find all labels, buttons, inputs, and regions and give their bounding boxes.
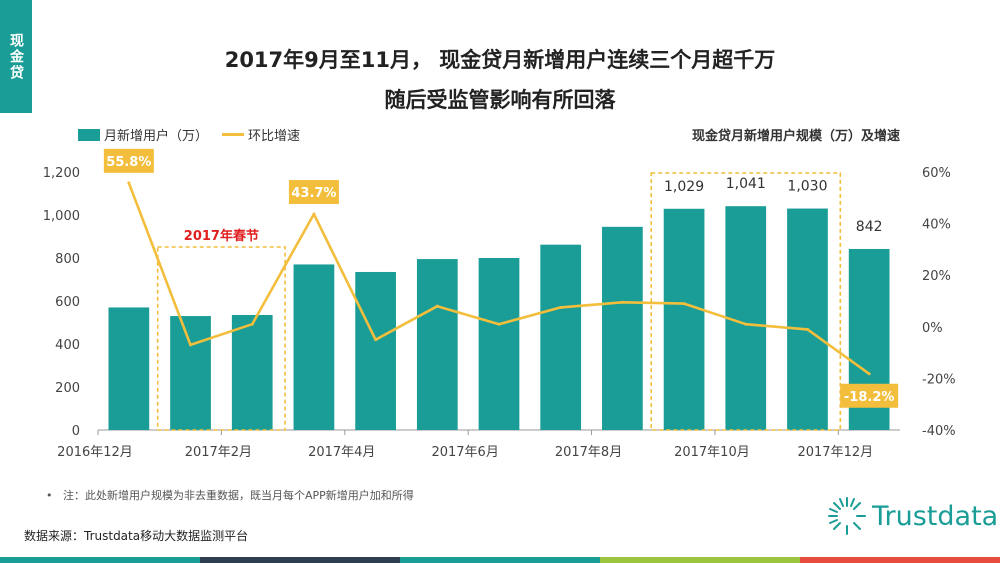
right-axis-tick-label: 20% [922,269,951,284]
bar [602,226,643,430]
growth-point [435,304,439,308]
bar [478,258,520,430]
x-axis-tick-label: 2017年6月 [431,445,498,460]
left-axis-tick-label: 1,000 [43,209,80,224]
right-axis-tick-label: 0% [922,321,943,336]
right-axis-tick-label: -20% [922,372,956,387]
growth-point [189,343,193,347]
legend-bar-swatch [78,128,100,141]
bar-value-label: 1,041 [726,176,766,192]
growth-point [312,212,316,216]
left-axis-tick-label: 800 [55,252,80,267]
left-axis-tick-label: 400 [55,338,80,353]
legend-line-swatch [222,133,245,136]
bar [787,208,828,430]
x-axis-tick-label: 2017年12月 [797,445,873,460]
footnote: • 注：此处新增用户规模为非去重数据，既当月每个APP新增用户加和所得 [46,489,414,502]
growth-callout-label: 55.8% [106,155,151,170]
right-axis-tick-label: 60% [922,166,951,181]
x-axis-tick-label: 2017年2月 [185,445,252,460]
growth-point [867,372,871,376]
growth-callout-label: 43.7% [291,186,336,201]
bar [108,307,150,430]
x-axis-tick-label: 2017年10月 [674,445,750,460]
bar [540,244,582,430]
left-axis-tick-label: 600 [55,295,80,310]
highlight-box [650,172,842,431]
bar [416,259,458,430]
growth-callout-box [103,148,154,173]
legend-line-label: 环比增速 [248,129,301,144]
bottom-color-bar [0,557,1000,563]
highlight-box [156,246,286,431]
x-axis-tick-label: 2017年4月 [308,445,375,460]
footnote-text: 注：此处新增用户规模为非去重数据，既当月每个APP新增用户加和所得 [62,489,414,502]
growth-point [250,322,254,326]
trustdata-logo: Trustdata [826,495,998,537]
bar [231,314,273,430]
section-tab: 现金贷 [0,0,32,113]
growth-point [374,338,378,342]
bar-value-label: 842 [856,219,883,235]
growth-callout-box [840,383,899,408]
bar [663,208,705,430]
legend-bar-label: 月新增用户（万） [104,129,209,144]
chart-legend: 月新增用户（万） 环比增速 [78,125,300,144]
bar [355,271,396,430]
growth-point [559,305,563,309]
growth-point [682,302,686,306]
bar-value-label: 1,029 [664,179,704,195]
x-axis-tick-label: 2017年8月 [555,445,622,460]
growth-callout-box [288,180,339,205]
page-title-line2: 随后受监管影响有所回落 [384,88,616,112]
growth-point [805,327,809,331]
data-source: 数据来源：Trustdata移动大数据监测平台 [24,529,249,543]
growth-point [127,181,131,185]
sunburst-icon [828,497,866,535]
left-axis-tick-label: 0 [72,424,80,439]
bar [170,316,211,430]
left-axis-tick-label: 200 [55,381,80,396]
growth-callout-label: -18.2% [844,390,895,405]
right-axis-tick-label: -40% [922,424,956,439]
highlight-label: 2017年春节 [184,228,259,244]
logo-text: Trustdata [872,500,999,532]
bar [293,264,335,430]
page-title-line1: 2017年9月至11月， 现金贷月新增用户连续三个月超千万 [224,48,776,72]
growth-point [744,322,748,326]
growth-point [497,322,501,326]
x-axis-tick-label: 2016年12月 [57,445,133,460]
left-axis-tick-label: 1,200 [43,166,80,181]
right-axis-tick-label: 40% [922,218,951,233]
growth-point [620,300,624,304]
bar-value-label: 1,030 [787,179,827,195]
bar [725,206,767,430]
chart-title: 现金贷月新增用户规模（万）及增速 [691,129,900,144]
